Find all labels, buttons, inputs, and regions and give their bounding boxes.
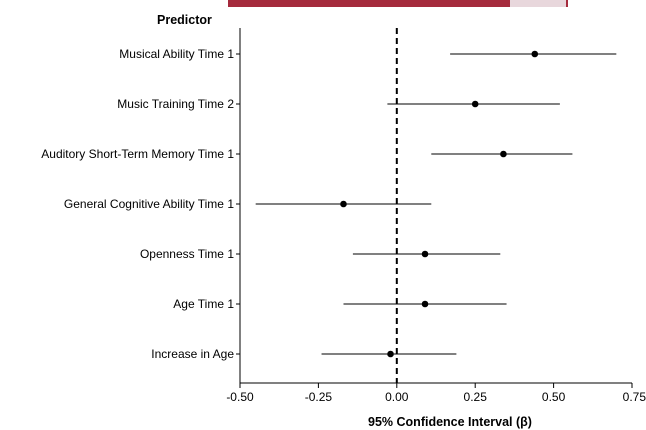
x-tick-label: 0.75 (623, 390, 646, 404)
point-estimate (387, 350, 394, 358)
predictor-label: Auditory Short-Term Memory Time 1 (41, 147, 234, 161)
x-tick-label: 0.50 (542, 390, 566, 404)
predictor-row: Age Time 1 (173, 297, 507, 311)
x-tick-label: -0.50 (226, 390, 254, 404)
predictor-row: Auditory Short-Term Memory Time 1 (41, 147, 573, 161)
predictor-row: Increase in Age (151, 347, 457, 361)
predictor-label: Openness Time 1 (140, 247, 234, 261)
predictor-label: Music Training Time 2 (117, 97, 234, 111)
predictor-label: Increase in Age (151, 347, 234, 361)
point-estimate (471, 100, 479, 108)
point-estimate (531, 50, 539, 58)
point-estimate (421, 250, 429, 258)
x-tick-label: -0.25 (305, 390, 333, 404)
x-axis-label: 95% Confidence Interval (β) (368, 415, 532, 429)
predictor-label: General Cognitive Ability Time 1 (64, 197, 234, 211)
point-estimate (500, 150, 507, 158)
predictor-row: Music Training Time 2 (117, 97, 560, 111)
rows-layer: Musical Ability Time 1 Music Training Tim… (41, 28, 617, 383)
predictor-label: Musical Ability Time 1 (119, 47, 234, 61)
point-estimate (421, 300, 429, 308)
predictor-label: Age Time 1 (173, 297, 234, 311)
x-tick-label: 0.25 (464, 390, 488, 404)
predictor-row: General Cognitive Ability Time 1 (64, 197, 432, 211)
legend-title: Predictor (157, 13, 212, 27)
x-tick-label: 0.00 (385, 390, 409, 404)
predictor-row: Openness Time 1 (140, 247, 501, 261)
banner-emblem-icon (510, 0, 566, 7)
point-estimate (340, 200, 347, 208)
predictor-row: Musical Ability Time 1 (119, 47, 617, 61)
header-banner (228, 0, 568, 7)
x-axis: -0.50 -0.25 0.00 0.25 0.50 0.75 (226, 28, 646, 404)
